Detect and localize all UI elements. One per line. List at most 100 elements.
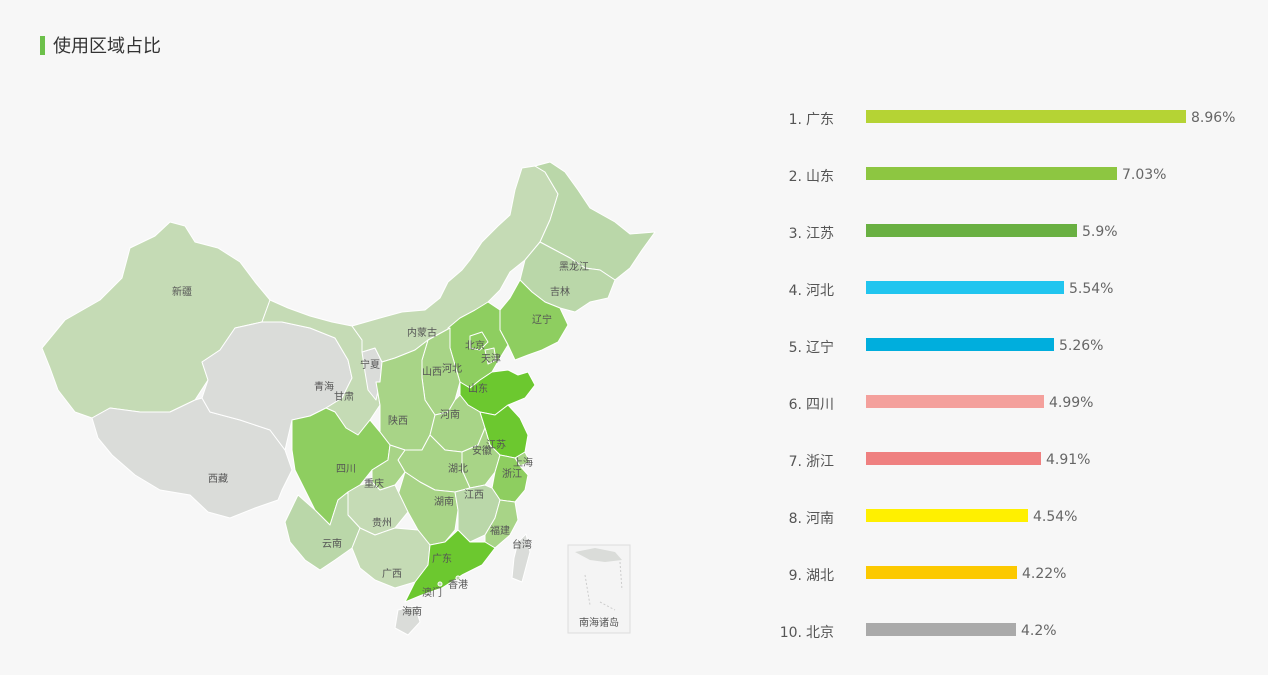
rank-number: 4. <box>788 283 802 299</box>
map-label: 广东 <box>432 552 452 565</box>
map-label: 北京 <box>465 339 485 352</box>
rank-category: 山东 <box>806 169 834 185</box>
region-heilongjiang[interactable] <box>534 161 656 281</box>
map-label: 吉林 <box>550 285 570 298</box>
rank-category: 河南 <box>806 511 834 527</box>
bar[interactable] <box>866 281 1064 294</box>
region-xizang[interactable] <box>91 397 293 519</box>
data-label: 7.03% <box>1122 167 1167 183</box>
bar[interactable] <box>866 110 1186 123</box>
rank-row: 4. 河北 5.54% <box>760 269 1260 326</box>
region-liaoning[interactable] <box>499 279 569 361</box>
data-label: 4.22% <box>1022 566 1067 582</box>
map-label: 西藏 <box>208 473 228 485</box>
rank-label: 7. 浙江 <box>760 451 840 471</box>
bar[interactable] <box>866 452 1041 465</box>
data-label: 5.26% <box>1059 338 1104 354</box>
rank-label: 1. 广东 <box>760 109 840 129</box>
map-label: 陕西 <box>388 414 408 427</box>
map-label: 江西 <box>464 489 484 501</box>
title-accent-bar <box>40 35 45 55</box>
bar[interactable] <box>866 167 1117 180</box>
bar[interactable] <box>866 338 1054 351</box>
bar[interactable] <box>866 623 1016 636</box>
rank-category: 浙江 <box>806 454 834 470</box>
map-label: 广西 <box>382 568 402 580</box>
rank-label: 6. 四川 <box>760 394 840 414</box>
rank-row: 2. 山东 7.03% <box>760 155 1260 212</box>
bar[interactable] <box>866 566 1017 579</box>
map-label: 湖南 <box>434 495 454 508</box>
rank-label: 8. 河南 <box>760 508 840 528</box>
rank-row: 6. 四川 4.99% <box>760 383 1260 440</box>
rank-number: 10. <box>779 625 802 641</box>
rank-category: 北京 <box>806 625 834 641</box>
region-ranking-chart: 1. 广东 8.96% 2. 山东 7.03% 3. 江苏 5.9% 4. 河北 5.54% 5. 辽宁 5… <box>760 98 1260 668</box>
rank-row: 5. 辽宁 5.26% <box>760 326 1260 383</box>
rank-row: 7. 浙江 4.91% <box>760 440 1260 497</box>
rank-number: 9. <box>788 568 802 584</box>
map-label: 安徽 <box>472 444 492 457</box>
data-label: 8.96% <box>1191 110 1236 126</box>
rank-row: 9. 湖北 4.22% <box>760 554 1260 611</box>
rank-number: 6. <box>788 397 802 413</box>
rank-row: 8. 河南 4.54% <box>760 497 1260 554</box>
rank-label: 4. 河北 <box>760 280 840 300</box>
map-label: 南海诸岛 <box>579 616 619 629</box>
map-label: 澳门 <box>422 586 442 599</box>
map-label: 天津 <box>481 353 501 365</box>
rank-category: 四川 <box>806 397 834 413</box>
rank-row: 1. 广东 8.96% <box>760 98 1260 155</box>
map-label: 香港 <box>448 579 468 591</box>
map-label: 海南 <box>402 605 422 618</box>
rank-label: 3. 江苏 <box>760 223 840 243</box>
region-beijing[interactable] <box>469 331 489 351</box>
rank-label: 9. 湖北 <box>760 565 840 585</box>
map-label: 山东 <box>468 382 488 395</box>
region-hongkong[interactable] <box>455 575 461 581</box>
map-label: 山西 <box>422 366 442 378</box>
map-label: 河北 <box>442 363 462 375</box>
map-label: 浙江 <box>502 468 522 480</box>
map-label: 云南 <box>322 537 342 550</box>
rank-category: 江苏 <box>806 226 834 242</box>
rank-number: 8. <box>788 511 802 527</box>
bar[interactable] <box>866 224 1077 237</box>
data-label: 4.2% <box>1021 623 1057 639</box>
region-hainan[interactable] <box>394 605 421 636</box>
map-label: 贵州 <box>372 516 392 529</box>
data-label: 4.54% <box>1033 509 1078 525</box>
rank-number: 7. <box>788 454 802 470</box>
data-label: 4.91% <box>1046 452 1091 468</box>
rank-number: 3. <box>788 226 802 242</box>
rank-number: 2. <box>788 169 802 185</box>
rank-label: 10. 北京 <box>760 622 840 642</box>
map-label: 台湾 <box>512 538 532 551</box>
map-label: 河南 <box>440 408 460 421</box>
region-macau[interactable] <box>437 581 443 587</box>
bar[interactable] <box>866 395 1044 408</box>
rank-number: 1. <box>788 112 802 128</box>
region-taiwan[interactable] <box>511 533 531 583</box>
map-label: 黑龙江 <box>559 260 589 273</box>
map-label: 福建 <box>490 524 510 537</box>
map-label: 重庆 <box>364 477 384 490</box>
rank-label: 5. 辽宁 <box>760 337 840 357</box>
rank-label: 2. 山东 <box>760 166 840 186</box>
chart-title: 使用区域占比 <box>40 32 161 58</box>
region-guangdong[interactable] <box>404 529 496 603</box>
rank-row: 10. 北京 4.2% <box>760 611 1260 668</box>
data-label: 5.54% <box>1069 281 1114 297</box>
rank-category: 湖北 <box>806 568 834 584</box>
region-tianjin[interactable] <box>484 347 497 365</box>
map-label: 宁夏 <box>360 358 380 371</box>
data-label: 4.99% <box>1049 395 1094 411</box>
bar[interactable] <box>866 509 1028 522</box>
data-label: 5.9% <box>1082 224 1118 240</box>
map-label: 上海 <box>513 456 533 469</box>
rank-number: 5. <box>788 340 802 356</box>
rank-category: 辽宁 <box>806 340 834 356</box>
map-label: 四川 <box>336 464 356 475</box>
